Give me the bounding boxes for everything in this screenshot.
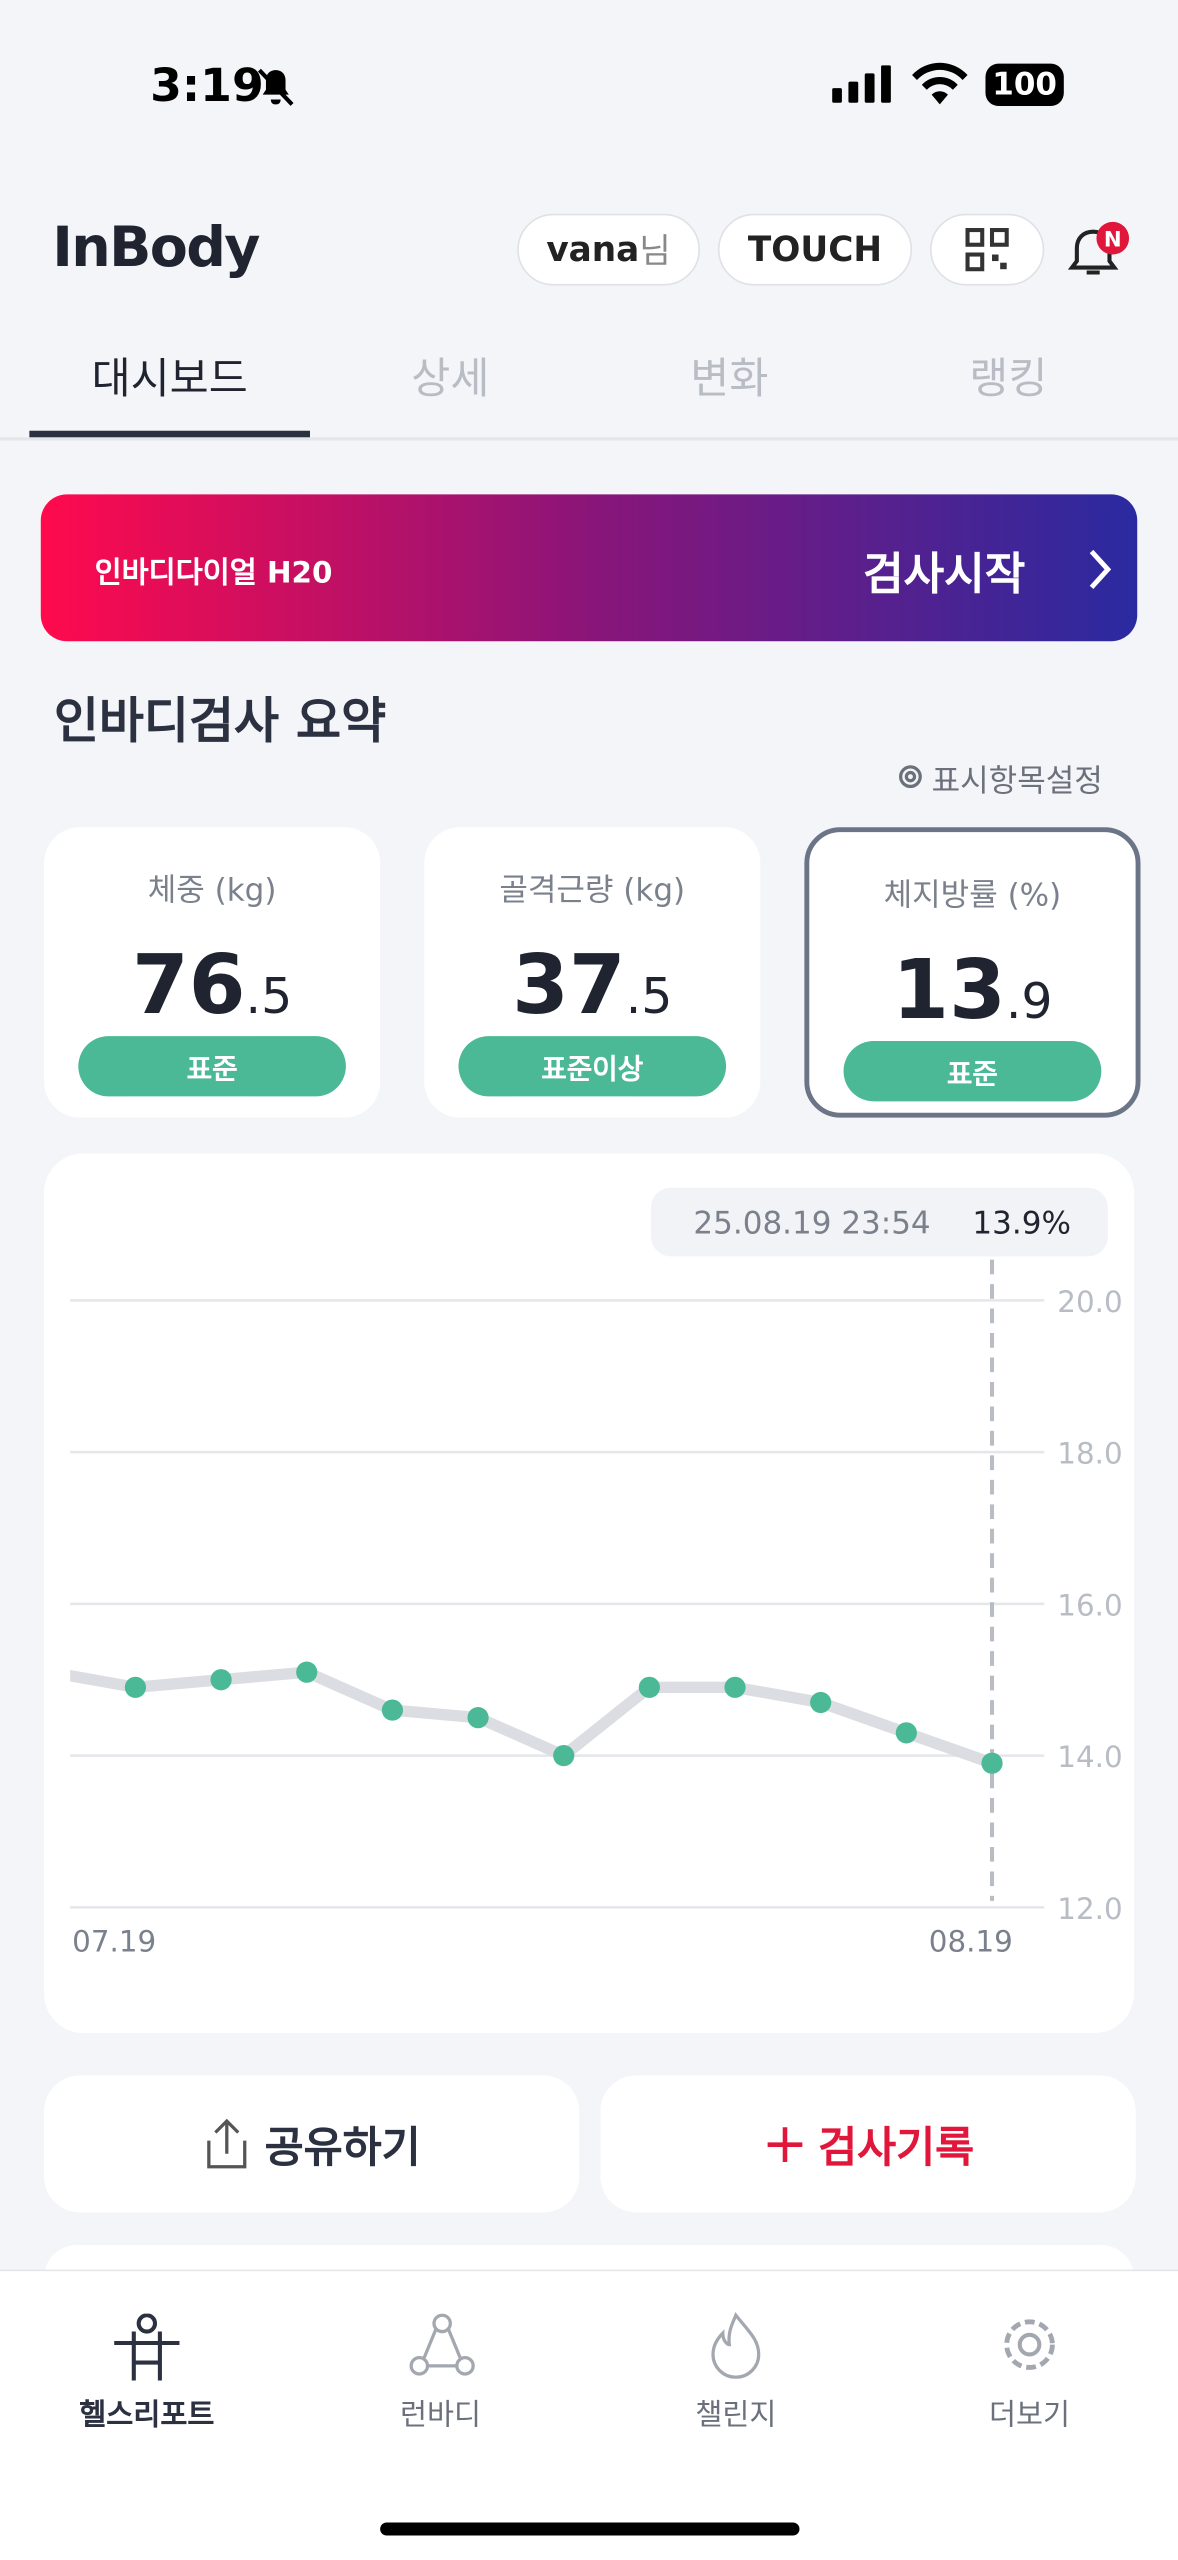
user-suffix: 님 bbox=[639, 231, 671, 271]
metric-label: 체중 (kg) bbox=[147, 872, 277, 909]
user-name: vana bbox=[546, 230, 640, 270]
nav-icon bbox=[114, 2313, 180, 2381]
y-tick-label: 14.0 bbox=[1057, 1740, 1122, 1774]
share-icon bbox=[207, 2118, 247, 2169]
settings-link[interactable]: 표시항목설정 bbox=[931, 763, 1103, 800]
tab[interactable]: 변화 bbox=[690, 355, 769, 405]
tooltip-date: 25.08.19 23:54 bbox=[693, 1205, 930, 1241]
y-tick-label: 18.0 bbox=[1057, 1437, 1122, 1471]
metric-status: 표준이상 bbox=[458, 1036, 727, 1097]
tab[interactable]: 랭킹 bbox=[969, 355, 1048, 405]
gear-icon bbox=[899, 765, 922, 789]
point bbox=[981, 1752, 1003, 1774]
nav-icon bbox=[1004, 2319, 1055, 2370]
record-label: 검사기록 bbox=[818, 2123, 975, 2173]
banner[interactable]: 인바디다이얼 H20 검사시작 bbox=[40, 494, 1138, 642]
nav-label[interactable]: 헬스리포트 bbox=[79, 2398, 215, 2433]
y-tick-label: 20.0 bbox=[1057, 1285, 1122, 1319]
metric-label: 골격근량 (kg) bbox=[499, 872, 686, 909]
tab-indicator bbox=[29, 430, 311, 439]
status-time: 3:19 bbox=[150, 58, 264, 113]
metric-card[interactable]: 골격근량 (kg) 37.5 표준이상 bbox=[424, 827, 761, 1118]
y-tick-label: 16.0 bbox=[1057, 1588, 1122, 1622]
metric-value: 76.5 bbox=[44, 938, 380, 1033]
point bbox=[810, 1691, 832, 1714]
x-tick-label: 08.19 bbox=[929, 1924, 1013, 1958]
metric-status: 표준 bbox=[78, 1036, 346, 1097]
user-pill[interactable]: vana 님 bbox=[517, 213, 700, 286]
nav-label[interactable]: 런바디 bbox=[399, 2398, 482, 2433]
section-title: 인바디검사 요약 bbox=[53, 693, 387, 751]
metric-status: 표준 bbox=[843, 1040, 1102, 1102]
bell-button[interactable]: N bbox=[1064, 219, 1136, 284]
point bbox=[210, 1669, 232, 1691]
bottom-nav bbox=[0, 2269, 1178, 2560]
nav-icon bbox=[711, 2312, 761, 2379]
qr-button[interactable] bbox=[930, 213, 1045, 286]
tooltip-value: 13.9% bbox=[972, 1205, 1070, 1241]
metric-card[interactable]: 체지방률 (%) 13.9 표준 bbox=[804, 827, 1141, 1118]
nav-label[interactable]: 챌린지 bbox=[695, 2398, 777, 2433]
record-button[interactable]: + 검사기록 bbox=[600, 2075, 1136, 2213]
banner-action: 검사시작 bbox=[863, 549, 1026, 601]
metric-int: 37 bbox=[512, 938, 626, 1033]
metric-int: 76 bbox=[131, 938, 246, 1033]
metric-label: 체지방률 (%) bbox=[883, 877, 1062, 914]
mute-icon bbox=[257, 68, 294, 106]
signal-icon bbox=[832, 65, 891, 103]
point bbox=[296, 1661, 318, 1683]
tab[interactable]: 상세 bbox=[411, 355, 490, 405]
nav-icon bbox=[409, 2313, 475, 2376]
metric-int: 13 bbox=[892, 943, 1006, 1038]
home-indicator bbox=[380, 2522, 800, 2536]
x-tick-label: 07.19 bbox=[72, 1924, 156, 1958]
nav-label[interactable]: 더보기 bbox=[989, 2398, 1071, 2433]
metric-card[interactable]: 체중 (kg) 76.5 표준 bbox=[44, 827, 381, 1118]
wifi-icon bbox=[912, 62, 968, 105]
y-tick-label: 12.0 bbox=[1057, 1892, 1122, 1926]
metric-value: 37.5 bbox=[424, 938, 760, 1033]
plus-icon: + bbox=[761, 2111, 809, 2177]
tooltip bbox=[651, 1187, 1108, 1257]
share-button[interactable]: 공유하기 bbox=[44, 2075, 580, 2213]
line bbox=[70, 1666, 994, 1769]
metric-value: 13.9 bbox=[809, 943, 1135, 1038]
metric-dec: .9 bbox=[1005, 974, 1053, 1032]
point bbox=[553, 1744, 575, 1767]
point bbox=[381, 1699, 404, 1721]
banner-device: 인바디다이얼 H20 bbox=[94, 556, 333, 591]
point bbox=[638, 1676, 660, 1698]
point bbox=[724, 1676, 746, 1698]
metric-dec: .5 bbox=[245, 969, 293, 1027]
point bbox=[895, 1722, 917, 1744]
share-label: 공유하기 bbox=[264, 2123, 421, 2173]
tab-active[interactable]: 대시보드 bbox=[91, 355, 248, 405]
point bbox=[124, 1676, 147, 1698]
battery: 100 bbox=[985, 63, 1064, 107]
chevron bbox=[1089, 549, 1112, 590]
qr-icon bbox=[965, 228, 1009, 272]
svg-text:N: N bbox=[1104, 227, 1122, 252]
metric-dec: .5 bbox=[625, 969, 673, 1027]
tab-divider bbox=[0, 437, 1178, 441]
point bbox=[467, 1707, 489, 1729]
touch-pill[interactable]: TOUCH bbox=[717, 213, 913, 286]
logo: InBody bbox=[52, 215, 260, 281]
